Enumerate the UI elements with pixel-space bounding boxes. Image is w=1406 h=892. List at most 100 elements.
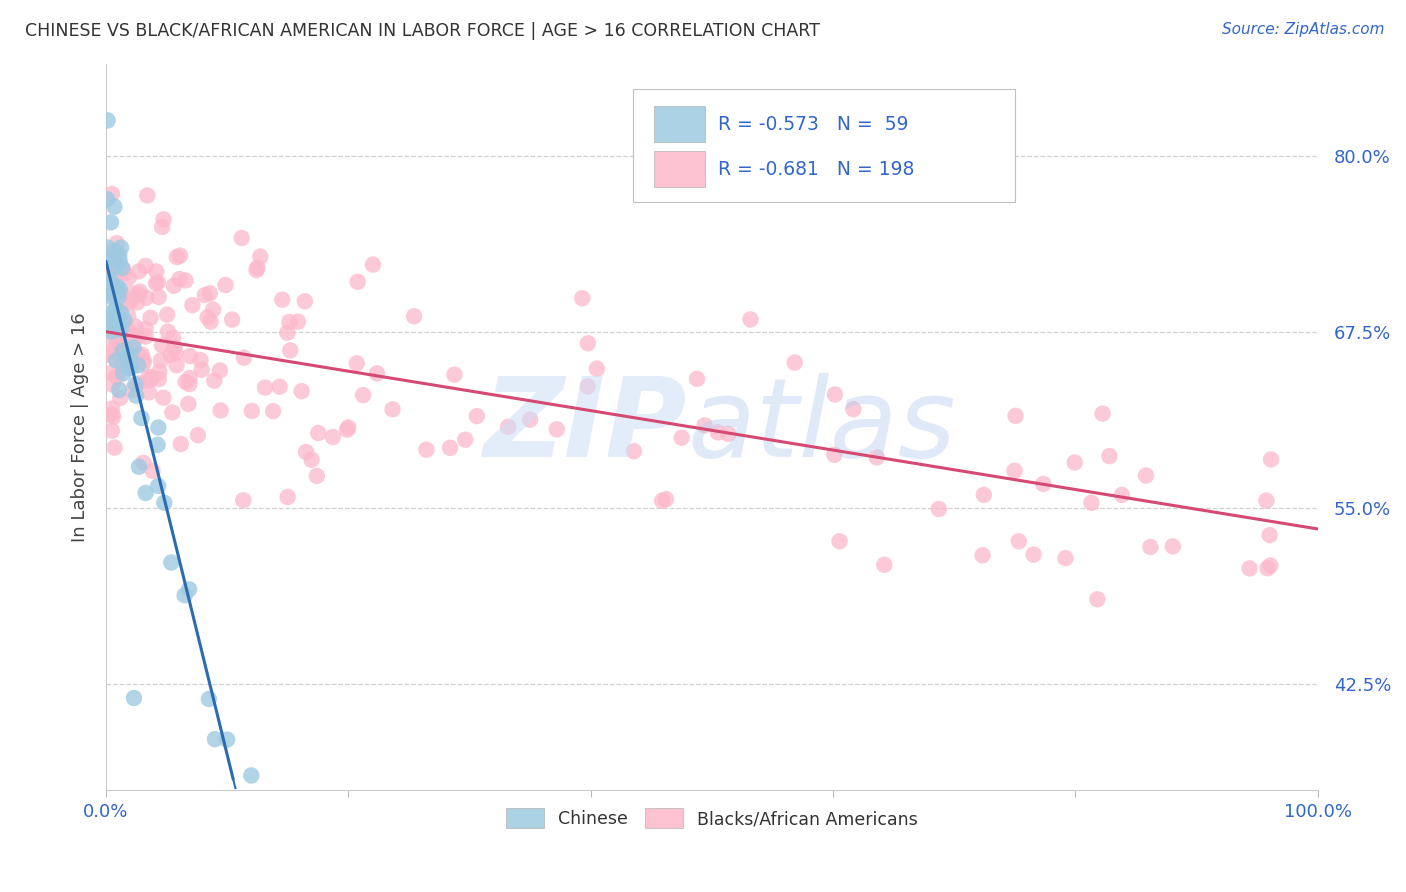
Point [277,490,299,504]
Point [111,334,134,349]
Point [1135,468,1157,483]
Point [496,420,519,434]
Point [546,422,568,436]
Point [169,272,191,286]
Point [221,312,243,326]
Point [173,588,195,602]
Point [166,358,188,372]
Point [138,385,160,400]
Point [1098,449,1121,463]
Point [141,464,163,478]
Point [1004,464,1026,478]
Point [177,397,200,411]
Point [454,433,477,447]
Point [101,349,124,363]
Point [108,304,131,318]
Point [181,298,204,312]
Point [111,359,134,374]
Point [128,287,150,301]
Point [139,310,162,325]
Point [103,331,125,345]
Point [465,409,488,423]
Point [156,325,179,339]
Point [217,732,239,747]
Point [973,488,995,502]
Point [404,310,426,324]
Point [135,329,157,343]
Point [132,456,155,470]
Point [120,292,142,306]
Point [121,286,143,301]
Point [98,272,121,286]
Point [127,359,149,373]
Point [152,212,174,227]
Point [301,452,323,467]
Point [162,331,184,345]
Point [1054,551,1077,566]
Point [337,420,360,434]
Point [146,275,169,289]
Point [138,374,160,388]
Point [873,558,896,572]
Point [249,250,271,264]
Point [105,283,128,297]
Point [148,365,170,379]
Point [111,343,134,358]
Text: R = -0.681   N = 198: R = -0.681 N = 198 [718,160,914,178]
Point [145,277,167,291]
Point [103,288,125,302]
Point [198,692,221,706]
Point [352,388,374,402]
Point [366,367,388,381]
Point [104,302,127,317]
Point [174,273,197,287]
Point [1111,488,1133,502]
Point [108,383,131,397]
Point [198,286,221,301]
Point [101,365,124,379]
Point [149,353,172,368]
Point [240,768,263,782]
Point [179,582,201,597]
Point [439,441,461,455]
Point [240,404,263,418]
Point [118,361,141,376]
Point [111,260,134,275]
Point [148,479,170,493]
Point [101,186,124,201]
Point [101,377,124,392]
Point [131,411,153,425]
Point [1085,592,1108,607]
Point [190,353,212,368]
Point [1139,540,1161,554]
Text: CHINESE VS BLACK/AFRICAN AMERICAN IN LABOR FORCE | AGE > 16 CORRELATION CHART: CHINESE VS BLACK/AFRICAN AMERICAN IN LAB… [25,22,820,40]
Point [128,459,150,474]
Point [1161,540,1184,554]
Point [132,353,155,368]
Point [1063,455,1085,469]
Point [1022,548,1045,562]
Point [169,248,191,262]
Point [103,441,125,455]
Point [443,368,465,382]
Point [655,492,678,507]
Point [828,534,851,549]
Point [101,343,124,358]
Point [117,308,139,322]
Point [361,258,384,272]
Point [105,310,128,324]
Point [101,284,124,298]
Point [108,283,131,297]
Point [231,231,253,245]
FancyBboxPatch shape [654,151,704,187]
Point [104,338,127,352]
Point [586,361,609,376]
Point [124,319,146,334]
Point [101,401,124,416]
Point [1260,558,1282,573]
Point [686,372,709,386]
Point [120,360,142,375]
Point [110,322,132,336]
Point [107,280,129,294]
Point [291,384,314,399]
